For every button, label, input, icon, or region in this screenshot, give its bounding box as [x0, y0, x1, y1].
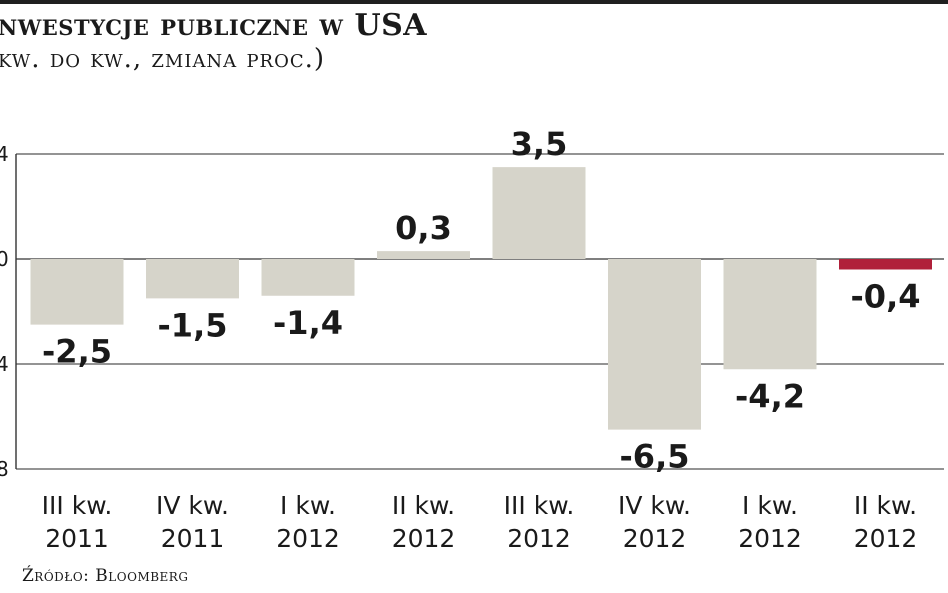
x-label-7-quarter: II kw. — [854, 491, 917, 520]
value-label-6: -4,2 — [735, 377, 805, 415]
x-label-4-quarter: III kw. — [504, 491, 575, 520]
x-label-1-year: 2011 — [161, 524, 225, 553]
value-label-0: -2,5 — [42, 333, 112, 371]
x-label-6-quarter: I kw. — [742, 491, 798, 520]
y-tick-label-0: 4 — [0, 142, 9, 166]
source-note: Źródło: Bloomberg — [22, 566, 189, 586]
x-label-3-year: 2012 — [392, 524, 456, 553]
x-label-3-quarter: II kw. — [392, 491, 455, 520]
bar-4 — [492, 167, 586, 259]
value-label-5: -6,5 — [620, 438, 690, 476]
x-label-7-year: 2012 — [854, 524, 918, 553]
x-label-5-year: 2012 — [623, 524, 687, 553]
value-label-3: 0,3 — [395, 209, 452, 247]
bar-2 — [261, 259, 355, 296]
value-label-2: -1,4 — [273, 304, 343, 342]
bar-5 — [608, 259, 701, 430]
value-label-4: 3,5 — [511, 125, 568, 163]
value-label-1: -1,5 — [158, 306, 228, 344]
x-label-0-quarter: III kw. — [42, 491, 113, 520]
bar-6 — [723, 259, 817, 370]
bar-3 — [377, 251, 470, 259]
y-tick-label-3: 8 — [0, 457, 9, 481]
y-tick-label-2: 4 — [0, 352, 9, 376]
value-label-7: -0,4 — [851, 278, 921, 316]
bar-0 — [30, 259, 124, 325]
x-label-2-quarter: I kw. — [280, 491, 336, 520]
bar-1 — [146, 259, 239, 299]
x-label-1-quarter: IV kw. — [156, 491, 229, 520]
x-label-2-year: 2012 — [276, 524, 340, 553]
chart-title: nwestycje publiczne w USA — [0, 8, 428, 43]
x-label-0-year: 2011 — [45, 524, 109, 553]
chart-subtitle: kw. do kw., zmiana proc.) — [0, 44, 326, 74]
y-tick-label-1: 0 — [0, 247, 9, 271]
x-label-4-year: 2012 — [507, 524, 571, 553]
x-label-6-year: 2012 — [738, 524, 802, 553]
x-label-5-quarter: IV kw. — [618, 491, 691, 520]
top-rule — [0, 0, 948, 4]
bar-7 — [839, 259, 932, 270]
